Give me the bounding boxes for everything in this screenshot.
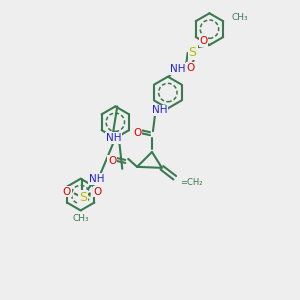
Text: O: O <box>187 63 195 73</box>
Text: =CH₂: =CH₂ <box>180 178 202 187</box>
Text: NH: NH <box>170 64 185 74</box>
Text: NH: NH <box>152 105 168 116</box>
Text: O: O <box>108 156 116 166</box>
Text: S: S <box>79 191 87 204</box>
Text: S: S <box>189 46 196 59</box>
Text: O: O <box>133 128 141 138</box>
Text: NH: NH <box>106 133 121 143</box>
Text: O: O <box>63 187 71 196</box>
Text: NH: NH <box>89 174 104 184</box>
Text: CH₃: CH₃ <box>72 214 89 223</box>
Text: O: O <box>93 187 102 196</box>
Text: CH₃: CH₃ <box>231 13 248 22</box>
Text: O: O <box>200 36 208 46</box>
